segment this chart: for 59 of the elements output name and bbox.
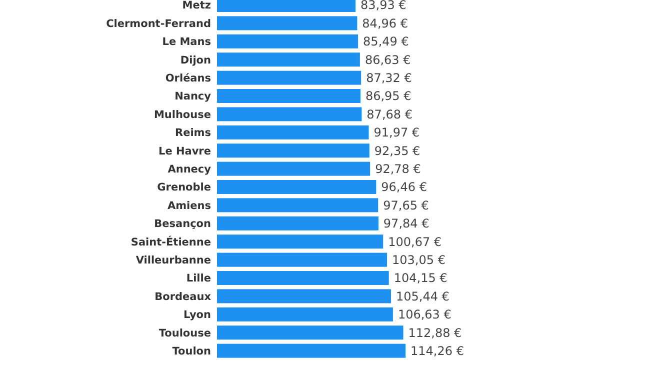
data-label: 106,63 €: [398, 308, 452, 322]
bar: [217, 34, 358, 48]
bar: [217, 16, 358, 30]
y-tick-label: Bordeaux: [154, 290, 212, 303]
bar: [217, 107, 362, 122]
data-label: 84,96 €: [362, 16, 408, 30]
y-tick-label: Annecy: [168, 163, 212, 176]
bar: [217, 289, 391, 304]
bar: [217, 162, 370, 176]
y-tick-label: Lyon: [183, 309, 211, 322]
data-label: 96,46 €: [381, 180, 427, 194]
bar: [217, 234, 384, 249]
data-label: 112,88 €: [408, 326, 462, 340]
data-label: 105,44 €: [396, 289, 450, 304]
bar: [217, 326, 404, 340]
data-label: 86,95 €: [365, 89, 412, 104]
data-label: 104,15 €: [394, 271, 448, 286]
y-tick-label: Reims: [175, 127, 211, 140]
bar: [217, 252, 388, 267]
data-label: 97,65 €: [383, 198, 429, 212]
bar: [217, 70, 362, 85]
bar: [217, 180, 376, 194]
data-label: 85,49 €: [363, 34, 409, 49]
bar: [217, 216, 378, 230]
y-tick-label: Nancy: [174, 90, 212, 103]
bar: [217, 307, 393, 322]
data-label: 100,67 €: [388, 234, 442, 249]
y-tick-label: Le Havre: [158, 145, 211, 158]
y-tick-label: Villeurbanne: [136, 254, 211, 266]
bar: [217, 198, 378, 212]
y-tick-label: Lille: [186, 272, 211, 285]
y-tick-label: Toulon: [172, 345, 211, 358]
y-tick-label: Grenoble: [157, 182, 211, 194]
data-label: 103,05 €: [392, 253, 446, 267]
data-label: 87,32 €: [366, 71, 412, 85]
bar: [217, 271, 389, 285]
y-tick-label: Le Mans: [162, 36, 211, 48]
data-label: 114,26 €: [410, 344, 464, 358]
data-label: 92,78 €: [375, 162, 421, 176]
y-tick-label: Dijon: [180, 54, 211, 66]
data-label: 83,93 €: [360, 0, 406, 12]
y-tick-label: Mulhouse: [154, 108, 211, 121]
bar: [217, 89, 360, 103]
bar: [217, 144, 370, 158]
y-tick-label: Amiens: [167, 200, 211, 212]
bar: [217, 344, 406, 358]
data-label: 91,97 €: [374, 126, 420, 140]
y-tick-label: Besançon: [154, 218, 211, 230]
bar: [217, 52, 360, 67]
y-tick-label: Saint-Étienne: [130, 235, 211, 248]
data-label: 97,84 €: [383, 216, 430, 231]
data-label: 87,68 €: [366, 107, 412, 122]
y-tick-label: Metz: [182, 0, 211, 12]
bar: [217, 125, 369, 140]
y-tick-label: Toulouse: [158, 327, 211, 340]
y-tick-label: Clermont-Ferrand: [106, 18, 211, 30]
data-label: 92,35 €: [374, 144, 420, 158]
y-tick-label: Orléans: [165, 72, 211, 84]
data-label: 86,63 €: [364, 52, 411, 67]
